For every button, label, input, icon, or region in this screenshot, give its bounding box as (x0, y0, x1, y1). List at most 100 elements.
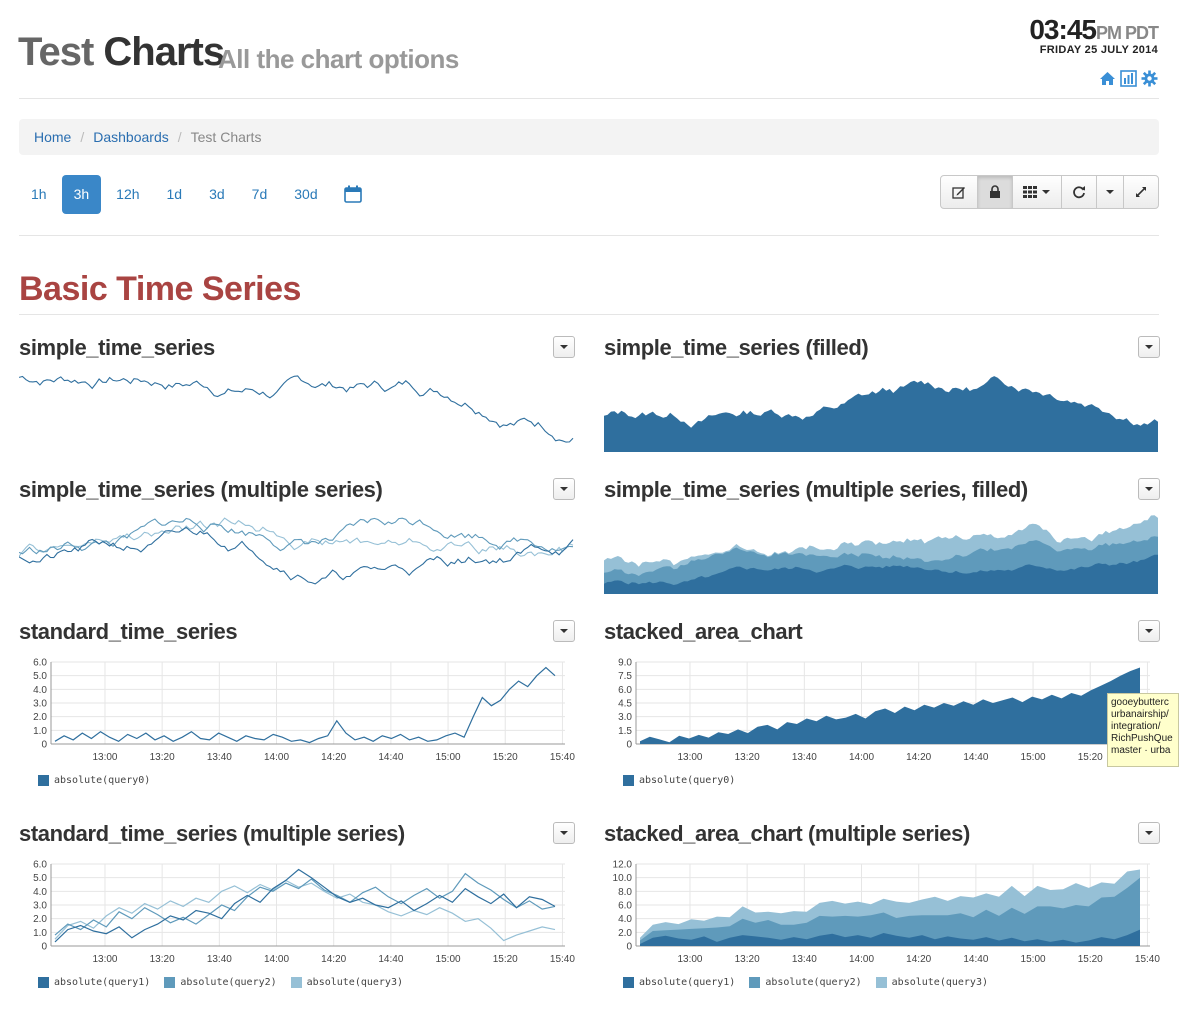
chart-legend: absolute(query0) (623, 775, 735, 786)
y-tick-label: 3.0 (33, 901, 47, 912)
y-tick-label: 0 (41, 942, 47, 953)
panel-menu-button[interactable] (1138, 620, 1160, 642)
x-tick-label: 13:40 (207, 954, 232, 965)
x-tick-label: 15:00 (1021, 954, 1046, 965)
breadcrumb-dashboards[interactable]: Dashboards (93, 129, 169, 145)
fullscreen-button[interactable] (1124, 176, 1158, 208)
header-icons (1099, 70, 1158, 87)
y-tick-label: 2.0 (33, 712, 47, 723)
x-tick-label: 15:00 (436, 954, 461, 965)
chart-legend: absolute(query0) (38, 775, 150, 786)
sparkline-chart-filled (604, 376, 1158, 452)
range-1d[interactable]: 1d (166, 186, 183, 202)
range-12h[interactable]: 12h (116, 186, 140, 202)
dashboard-icon[interactable] (1120, 70, 1137, 87)
x-tick-label: 15:00 (1021, 752, 1046, 763)
chart-legend: absolute(query1) absolute(query2) absolu… (623, 977, 988, 988)
y-tick-label: 1.5 (618, 726, 632, 737)
clock: 03:45PM PDT FRIDAY 25 JULY 2014 (1029, 14, 1159, 56)
panel-menu-button[interactable] (1138, 336, 1160, 358)
series-area (640, 877, 1140, 946)
sparkline-chart-multi (19, 517, 574, 585)
refresh-dropdown[interactable] (1097, 176, 1124, 208)
panel-menu-button[interactable] (553, 336, 575, 358)
home-icon[interactable] (1099, 70, 1116, 87)
sparkline-area (604, 554, 1158, 594)
x-tick-label: 14:40 (378, 752, 403, 763)
y-tick-label: 4.5 (618, 699, 632, 710)
layout-button[interactable] (1013, 176, 1062, 208)
x-tick-label: 15:20 (493, 954, 518, 965)
x-tick-label: 13:20 (735, 954, 760, 965)
standard-time-series-chart[interactable]: 13:00 13:20 13:40 14:00 14:20 14:40 15:00 15:20… (19, 652, 575, 770)
clock-time: 03:45PM PDT (1029, 14, 1159, 45)
x-tick-label: 14:00 (849, 752, 874, 763)
range-3h[interactable]: 3h (61, 175, 102, 214)
caret-icon (1106, 190, 1114, 194)
y-tick-label: 5.0 (33, 671, 47, 682)
x-tick-label: 14:20 (906, 752, 931, 763)
standard-time-series-multi-chart[interactable]: 13:00 13:20 13:40 14:00 14:20 14:40 15:00 15:20… (19, 854, 575, 972)
legend-item[interactable]: absolute(query3) (290, 977, 403, 988)
gear-icon[interactable] (1141, 70, 1158, 87)
stacked-area-chart[interactable]: 13:00 13:20 13:40 14:00 14:20 14:40 15:00 15:20… (604, 652, 1160, 770)
refresh-icon (1073, 186, 1085, 199)
panel-title: simple_time_series (filled) (604, 335, 869, 360)
range-30d[interactable]: 30d (294, 186, 318, 202)
section-title: Basic Time Series (19, 270, 301, 308)
panel-menu-button[interactable] (553, 822, 575, 844)
legend-item[interactable]: absolute(query2) (749, 977, 862, 988)
panel-menu-button[interactable] (1138, 478, 1160, 500)
panel-menu-button[interactable] (553, 620, 575, 642)
lock-button[interactable] (978, 176, 1013, 208)
range-1h[interactable]: 1h (31, 186, 47, 202)
breadcrumb-home[interactable]: Home (34, 129, 72, 145)
y-tick-label: 6.0 (33, 658, 47, 669)
x-tick-label: 15:20 (1078, 954, 1103, 965)
sparkline-area (604, 376, 1158, 452)
y-tick-label: 0 (626, 942, 632, 953)
sparkline-series (19, 526, 574, 585)
edit-button[interactable] (941, 176, 978, 208)
series-area (640, 929, 1140, 946)
x-tick-label: 13:00 (92, 752, 117, 763)
stacked-area-multi-chart[interactable]: 13:00 13:20 13:40 14:00 14:20 14:40 15:00 15:20… (604, 854, 1160, 972)
y-tick-label: 1.0 (33, 928, 47, 939)
refresh-button[interactable] (1062, 176, 1097, 208)
y-tick-label: 6.0 (618, 901, 632, 912)
panel-title: simple_time_series (multiple series, fil… (604, 477, 1028, 502)
y-tick-label: 0 (41, 740, 47, 751)
legend-item[interactable]: absolute(query0) (38, 775, 150, 786)
x-tick-label: 13:00 (677, 954, 702, 965)
range-3d[interactable]: 3d (209, 186, 225, 202)
y-tick-label: 4.0 (33, 887, 47, 898)
panel-menu-button[interactable] (553, 478, 575, 500)
series-line (54, 872, 556, 936)
x-tick-label: 13:20 (735, 752, 760, 763)
legend-item[interactable]: absolute(query3) (875, 977, 988, 988)
y-tick-label: 8.0 (618, 887, 632, 898)
edit-icon (952, 187, 965, 199)
x-tick-label: 13:40 (792, 954, 817, 965)
x-tick-label: 15:00 (436, 752, 461, 763)
sparkline-series (19, 375, 574, 443)
legend-item[interactable]: absolute(query1) (38, 977, 150, 988)
sparkline-series (19, 517, 574, 557)
clock-date: FRIDAY 25 JULY 2014 (1039, 44, 1158, 56)
fullscreen-icon (1136, 187, 1146, 197)
page-subtitle: All the chart options (218, 44, 459, 74)
panel-title: standard_time_series (multiple series) (19, 821, 405, 846)
calendar-icon[interactable] (343, 184, 363, 204)
legend-item[interactable]: absolute(query2) (164, 977, 277, 988)
y-tick-label: 1.0 (33, 726, 47, 737)
panel-menu-button[interactable] (1138, 822, 1160, 844)
x-tick-label: 13:20 (150, 954, 175, 965)
panel-title: standard_time_series (19, 619, 238, 644)
legend-item[interactable]: absolute(query1) (623, 977, 735, 988)
header-divider (19, 98, 1159, 99)
range-7d[interactable]: 7d (251, 186, 268, 202)
y-tick-label: 3.0 (33, 699, 47, 710)
y-tick-label: 3.0 (618, 712, 632, 723)
x-tick-label: 13:40 (792, 752, 817, 763)
legend-item[interactable]: absolute(query0) (623, 775, 735, 786)
